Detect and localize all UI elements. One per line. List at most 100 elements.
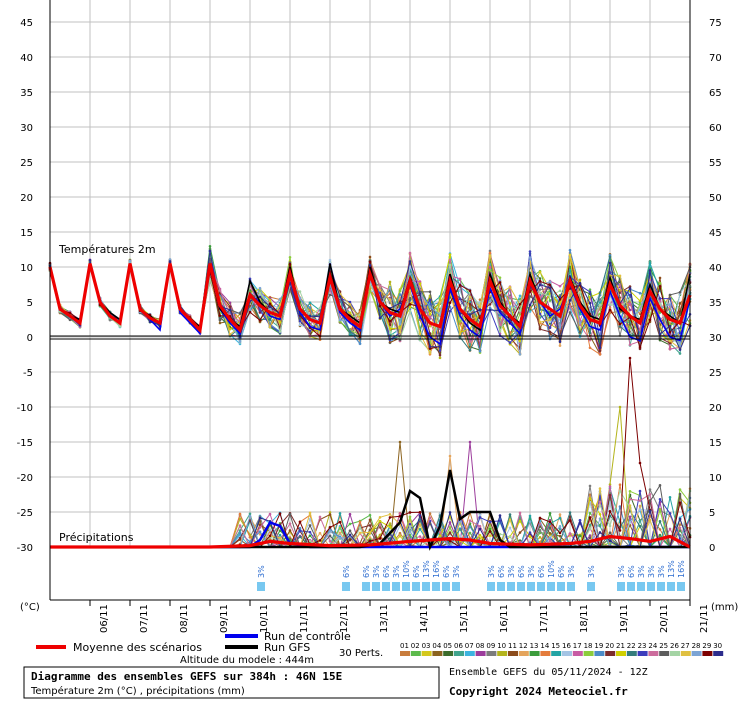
member-temp-point <box>658 302 662 306</box>
member-temp-point <box>498 323 502 327</box>
snow-flake-marker <box>257 582 265 591</box>
member-temp-point <box>268 305 272 309</box>
member-temp-point <box>508 318 512 322</box>
member-precip-point <box>538 522 542 526</box>
member-temp-point <box>578 331 582 334</box>
pert-color-swatch <box>508 651 518 656</box>
member-temp-point <box>568 254 572 258</box>
pert-number-label: 13 <box>530 642 539 650</box>
member-temp-point <box>578 312 582 316</box>
member-temp-point <box>558 340 562 344</box>
member-temp-point <box>218 314 222 317</box>
member-temp-point <box>558 289 562 293</box>
member-temp-point <box>458 336 462 339</box>
member-precip-point <box>558 534 562 538</box>
pert-number-label: 11 <box>508 642 517 650</box>
member-temp-point <box>578 291 582 294</box>
snow-flake-marker <box>657 582 665 591</box>
member-temp-point <box>548 299 552 302</box>
member-temp-point <box>608 303 612 306</box>
member-precip-point <box>238 524 242 527</box>
member-temp-point <box>258 291 262 295</box>
member-precip-point <box>238 517 242 521</box>
member-precip-point <box>518 540 522 544</box>
member-temp-point <box>658 281 662 285</box>
snow-flake-marker <box>647 582 655 591</box>
snow-flake-marker <box>432 582 440 591</box>
member-temp-point <box>308 306 312 309</box>
member-temp-point <box>528 303 532 307</box>
member-temp-point <box>528 256 532 259</box>
member-precip-point <box>418 523 422 527</box>
member-temp-point <box>508 285 512 289</box>
member-temp-point <box>438 353 442 357</box>
member-temp-point <box>218 318 222 322</box>
snow-flake-marker <box>627 582 635 591</box>
member-precip-point <box>678 492 682 496</box>
y-left-tick-label: 15 <box>20 228 33 239</box>
member-temp-point <box>538 291 542 295</box>
member-temp-point <box>348 311 352 314</box>
member-precip-point <box>388 537 392 540</box>
pert-number-label: 01 <box>400 642 409 650</box>
member-precip-point <box>578 518 582 522</box>
member-precip-point <box>308 517 312 521</box>
member-precip-point <box>658 528 662 531</box>
member-precip-point <box>258 526 262 529</box>
member-temp-point <box>638 308 642 312</box>
member-precip-point <box>468 519 472 522</box>
member-precip-point <box>678 517 682 521</box>
member-precip-point <box>548 520 552 524</box>
member-temp-point <box>428 324 432 328</box>
member-precip-point <box>508 518 512 522</box>
member-temp-point <box>658 276 662 280</box>
member-temp-point <box>638 291 642 295</box>
pert-color-swatch <box>670 651 680 656</box>
member-precip-point <box>278 536 282 540</box>
pert-color-swatch <box>497 651 508 656</box>
pert-color-swatch <box>540 651 551 656</box>
member-temp-point <box>488 303 492 306</box>
y-left-tick-label: -10 <box>17 403 33 414</box>
member-temp-point <box>448 258 452 262</box>
member-temp-point <box>418 282 422 285</box>
member-precip-point <box>488 530 492 533</box>
member-temp-point <box>338 295 342 298</box>
member-precip-point <box>568 532 572 535</box>
pert-color-swatch <box>616 651 626 656</box>
member-precip-point <box>598 531 602 534</box>
member-precip-point <box>628 521 632 524</box>
pert-number-label: 20 <box>605 642 614 650</box>
member-precip-point <box>678 523 682 526</box>
member-temp-point <box>378 284 382 287</box>
member-precip-point <box>528 531 532 534</box>
member-temp-point <box>578 278 582 282</box>
member-precip-point <box>648 500 652 503</box>
member-precip-point <box>638 519 642 523</box>
member-precip-point <box>488 520 492 524</box>
y-left-tick-label: 10 <box>20 263 33 274</box>
pert-color-swatch <box>680 651 691 656</box>
snow-percent-label: 6% <box>362 565 371 578</box>
y-left-tick-label: -20 <box>17 473 33 484</box>
member-temp-point <box>258 309 262 312</box>
member-temp-point <box>488 249 492 253</box>
snow-percent-label: 13% <box>422 560 431 578</box>
snow-flake-marker <box>422 582 430 591</box>
member-precip-point <box>588 536 592 540</box>
member-temp-point <box>418 280 422 283</box>
pert-color-swatch <box>702 651 713 656</box>
member-temp-point <box>458 297 462 301</box>
pert-number-label: 25 <box>659 642 668 650</box>
member-precip-point <box>448 511 452 514</box>
member-temp-point <box>508 336 512 339</box>
snow-flake-marker <box>412 582 420 591</box>
member-temp-point <box>588 288 592 292</box>
member-precip-point <box>308 539 312 543</box>
member-precip-point <box>368 513 372 517</box>
snow-flake-marker <box>382 582 390 591</box>
member-precip-point <box>638 525 642 528</box>
member-temp-point <box>228 327 232 331</box>
member-precip-point <box>338 520 342 524</box>
member-precip-point <box>318 539 322 542</box>
